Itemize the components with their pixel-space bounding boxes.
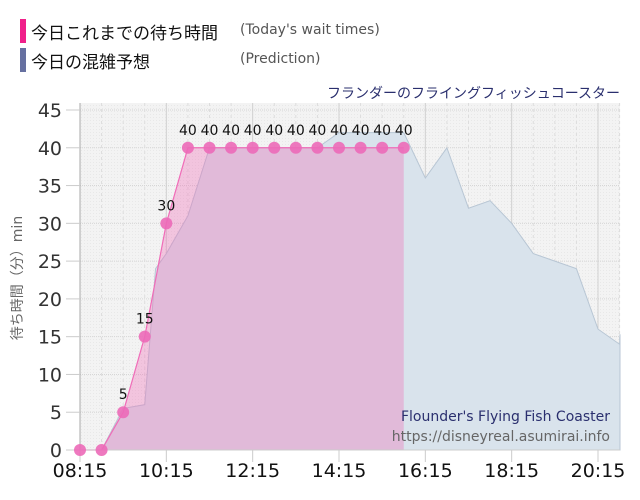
x-tick-label: 12:15: [225, 460, 280, 482]
data-label: 40: [244, 123, 262, 139]
y-axis-label: 待ち時間（分）min: [10, 216, 26, 340]
data-point: [74, 444, 86, 456]
data-label: 40: [309, 123, 327, 139]
y-tick-label: 45: [38, 100, 62, 122]
data-label: 40: [330, 123, 348, 139]
axes: 0 5 10 15 20 25 30 35 40 45 08:15 10:15 12:15 14:15 16…: [38, 100, 626, 482]
data-label: 40: [201, 123, 219, 139]
data-point: [225, 141, 238, 154]
watermark-url: https://disneyreal.asumirai.info: [392, 429, 610, 445]
data-label: 40: [352, 123, 370, 139]
watermark-ride-name: Flounder's Flying Fish Coaster: [401, 409, 610, 425]
data-point: [397, 141, 410, 154]
legend-item-prediction: 今日の混雑予想: [20, 47, 150, 73]
data-point: [203, 141, 216, 154]
data-point: [289, 141, 302, 154]
x-tick-label: 08:15: [53, 460, 108, 482]
ride-title: フランダーのフライングフィッシュコースター: [326, 86, 620, 102]
legend-item-today: 今日これまでの待ち時間: [20, 18, 218, 44]
y-tick-label: 20: [38, 289, 62, 311]
data-point: [246, 141, 259, 154]
data-point: [117, 406, 130, 419]
legend-label-jp: 今日これまでの待ち時間: [31, 23, 218, 44]
data-label: 40: [373, 123, 391, 139]
legend-label-en: (Prediction): [240, 51, 321, 67]
data-label: 40: [222, 123, 240, 139]
data-point: [181, 141, 194, 154]
prediction-area-path: [80, 132, 621, 451]
y-tick-label: 25: [38, 251, 62, 273]
data-label: 5: [119, 387, 128, 403]
y-tick-label: 15: [38, 327, 62, 349]
data-point: [333, 141, 345, 154]
y-tick-label: 0: [50, 440, 62, 462]
today-line: [80, 147, 404, 451]
data-point: [268, 141, 281, 154]
data-point: [354, 141, 367, 154]
legend-label-en: (Today's wait times): [240, 22, 380, 38]
x-tick-label: 10:15: [139, 460, 194, 482]
x-tick-label: 16:15: [398, 460, 453, 482]
y-tick-label: 35: [38, 176, 62, 198]
legend-swatch-prediction: [20, 48, 26, 72]
legend-label-jp: 今日の混雑予想: [31, 52, 150, 73]
y-tick-label: 30: [38, 213, 62, 235]
today-area-path: [80, 147, 404, 450]
data-point: [95, 444, 108, 456]
data-point: [311, 141, 324, 154]
legend-swatch-today: [20, 19, 26, 43]
data-label: 40: [265, 123, 283, 139]
y-tick-label: 5: [50, 402, 62, 424]
data-label: 15: [136, 312, 154, 328]
y-tick-label: 10: [38, 364, 62, 386]
data-point: [138, 330, 151, 343]
prediction-area: [80, 132, 621, 451]
x-tick-label: 20:15: [571, 460, 626, 482]
data-label: 30: [157, 198, 175, 214]
data-label: 40: [179, 123, 197, 139]
x-tick-label: 14:15: [312, 460, 367, 482]
data-point: [160, 217, 173, 230]
x-tick-label: 18:15: [484, 460, 539, 482]
data-label: 40: [395, 123, 413, 139]
data-label: 40: [287, 123, 305, 139]
today-area: [80, 147, 404, 451]
y-tick-label: 40: [38, 138, 62, 160]
data-point: [376, 141, 389, 154]
